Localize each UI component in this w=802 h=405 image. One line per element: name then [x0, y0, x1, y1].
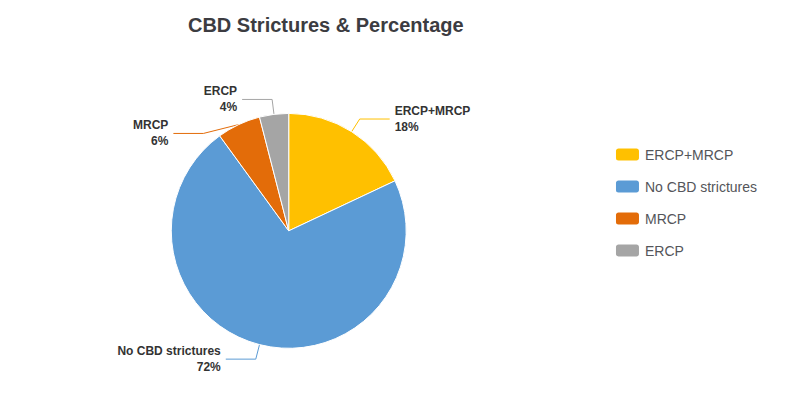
svg-text:No CBD strictures: No CBD strictures [117, 344, 221, 358]
svg-text:4%: 4% [220, 100, 238, 114]
svg-text:ERCP: ERCP [204, 84, 237, 98]
svg-text:MRCP: MRCP [133, 118, 168, 132]
svg-text:ERCP: ERCP [645, 243, 684, 259]
svg-text:ERCP+MRCP: ERCP+MRCP [645, 147, 733, 163]
svg-text:ERCP+MRCP: ERCP+MRCP [395, 104, 471, 118]
svg-text:CBD Strictures & Percentage: CBD Strictures & Percentage [188, 14, 464, 36]
svg-text:MRCP: MRCP [645, 211, 686, 227]
svg-text:72%: 72% [197, 360, 221, 374]
svg-text:No CBD strictures: No CBD strictures [645, 179, 757, 195]
svg-text:18%: 18% [395, 120, 419, 134]
svg-text:6%: 6% [151, 134, 169, 148]
